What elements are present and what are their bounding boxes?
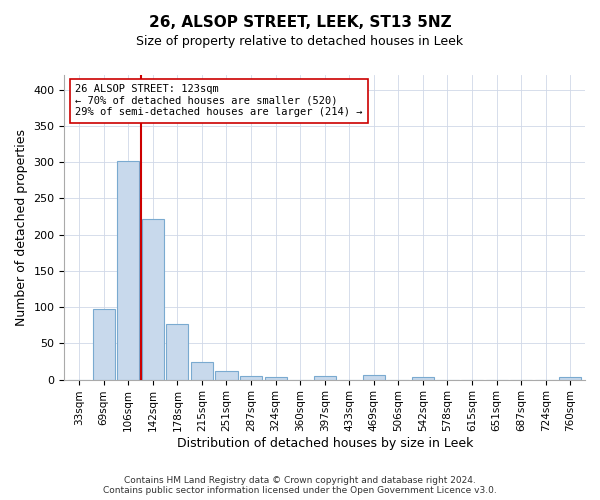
Y-axis label: Number of detached properties: Number of detached properties [15, 129, 28, 326]
Bar [559, 378, 581, 380]
Text: 26, ALSOP STREET, LEEK, ST13 5NZ: 26, ALSOP STREET, LEEK, ST13 5NZ [149, 15, 451, 30]
Bar [142, 218, 164, 380]
Text: 26 ALSOP STREET: 123sqm
← 70% of detached houses are smaller (520)
29% of semi-d: 26 ALSOP STREET: 123sqm ← 70% of detache… [75, 84, 362, 117]
Bar [166, 324, 188, 380]
Bar [191, 362, 213, 380]
X-axis label: Distribution of detached houses by size in Leek: Distribution of detached houses by size … [176, 437, 473, 450]
Bar [215, 371, 238, 380]
Bar [117, 160, 139, 380]
Bar [240, 376, 262, 380]
Bar [412, 376, 434, 380]
Bar [363, 375, 385, 380]
Bar [265, 376, 287, 380]
Text: Contains HM Land Registry data © Crown copyright and database right 2024.
Contai: Contains HM Land Registry data © Crown c… [103, 476, 497, 495]
Bar [92, 309, 115, 380]
Text: Size of property relative to detached houses in Leek: Size of property relative to detached ho… [136, 35, 464, 48]
Bar [314, 376, 336, 380]
